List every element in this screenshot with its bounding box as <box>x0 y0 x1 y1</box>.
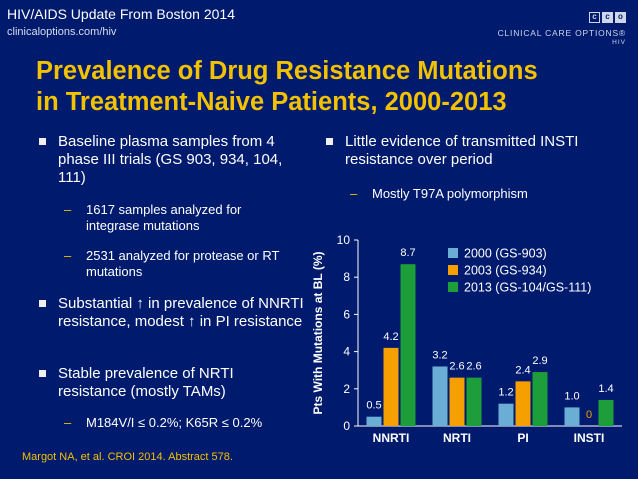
sub-bullet-t97a: – Mostly T97A polymorphism <box>350 186 612 202</box>
legend-swatch <box>448 248 458 258</box>
bullet-text: Baseline plasma samples from 4 phase III… <box>58 133 283 186</box>
bar-nrti-series-1 <box>432 366 448 426</box>
clinical-care-options-logo: c c o CLINICAL CARE OPTIONS® HIV <box>476 6 626 46</box>
data-label: 3.2 <box>432 349 447 361</box>
bar-nrti-series-3 <box>466 377 482 426</box>
bar-insti-series-3 <box>598 399 614 426</box>
bar-insti-series-1 <box>564 407 580 426</box>
x-category-label: NRTI <box>443 431 471 445</box>
data-label: 1.4 <box>598 383 613 395</box>
y-tick-label: 8 <box>343 270 350 284</box>
data-label: 2.6 <box>466 361 481 373</box>
legend-label: 2000 (GS-903) <box>464 247 547 261</box>
bullet-square-icon <box>39 300 46 307</box>
bar-nnrti-series-2 <box>383 347 399 426</box>
sub-bullet-integrase: – 1617 samples analyzed for integrase mu… <box>64 202 286 234</box>
reference-citation: Margot NA, et al. CROI 2014. Abstract 57… <box>22 451 233 463</box>
bullet-text: Little evidence of transmitted INSTI res… <box>345 133 579 168</box>
header-bar: HIV/AIDS Update From Boston 2014 clinica… <box>0 0 638 46</box>
sub-bullet-text: 2531 analyzed for protease or RT mutatio… <box>86 248 280 279</box>
y-tick-label: 10 <box>337 233 351 247</box>
slide-title-line2: in Treatment-Naive Patients, 2000-2013 <box>36 88 507 116</box>
logo-box-2: c <box>602 12 613 23</box>
legend-swatch <box>448 282 458 292</box>
dash-icon: – <box>64 415 72 430</box>
data-label: 4.2 <box>383 331 398 343</box>
bullet-square-icon <box>326 138 333 145</box>
bar-pi-series-2 <box>515 381 531 426</box>
data-label: 0 <box>586 409 592 421</box>
x-category-label: PI <box>517 431 528 445</box>
logo-sub: HIV <box>612 39 626 46</box>
legend-label: 2003 (GS-934) <box>464 264 547 278</box>
logo-boxes: c c o <box>589 12 626 23</box>
bar-pi-series-3 <box>532 372 548 426</box>
y-tick-label: 2 <box>343 382 350 396</box>
bullet-text: Stable prevalence of NRTI resistance (mo… <box>58 365 234 400</box>
y-tick-label: 0 <box>343 419 350 433</box>
data-label: 2.4 <box>515 364 530 376</box>
data-label: 1.2 <box>498 387 513 399</box>
bullet-insti-evidence: Little evidence of transmitted INSTI res… <box>326 133 625 169</box>
bar-nrti-series-2 <box>449 377 465 426</box>
bullet-square-icon <box>39 138 46 145</box>
sub-bullet-text: M184V/I ≤ 0.2%; K65R ≤ 0.2% <box>86 415 263 430</box>
y-tick-label: 6 <box>343 307 350 321</box>
logo-box-1: c <box>589 12 600 23</box>
slide-title-line1: Prevalence of Drug Resistance Mutations <box>36 57 538 85</box>
dash-icon: – <box>64 202 72 217</box>
data-label: 2.9 <box>532 355 547 367</box>
header-url[interactable]: clinicaloptions.com/hiv <box>7 26 117 38</box>
sub-bullet-protease-rt: – 2531 analyzed for protease or RT mutat… <box>64 248 286 280</box>
sub-bullet-m184v: – M184V/I ≤ 0.2%; K65R ≤ 0.2% <box>64 415 316 431</box>
sub-bullet-text: Mostly T97A polymorphism <box>372 186 528 201</box>
data-label: 0.5 <box>366 400 381 412</box>
bullet-nnrti-increase: Substantial ↑ in prevalence of NNRTI res… <box>39 295 308 331</box>
bar-pi-series-1 <box>498 403 514 426</box>
data-label: 1.0 <box>564 390 579 402</box>
slide-title: Prevalence of Drug Resistance Mutations … <box>36 56 626 118</box>
dash-icon: – <box>350 186 358 201</box>
bullet-baseline-samples: Baseline plasma samples from 4 phase III… <box>39 133 298 187</box>
logo-name: CLINICAL CARE OPTIONS® <box>497 28 626 38</box>
header-title: HIV/AIDS Update From Boston 2014 <box>7 6 235 22</box>
y-axis-label: Pts With Mutations at BL (%) <box>311 252 325 415</box>
bullet-square-icon <box>39 370 46 377</box>
sub-bullet-text: 1617 samples analyzed for integrase muta… <box>86 202 242 233</box>
data-label: 2.6 <box>449 361 464 373</box>
bullet-text: Substantial ↑ in prevalence of NNRTI res… <box>58 295 304 330</box>
bar-nnrti-series-3 <box>400 264 416 426</box>
bullet-nrti-stable: Stable prevalence of NRTI resistance (mo… <box>39 365 288 401</box>
x-category-label: INSTI <box>574 431 605 445</box>
dash-icon: – <box>64 248 72 263</box>
y-tick-label: 4 <box>343 345 350 359</box>
legend-label: 2013 (GS-104/GS-111) <box>464 281 591 295</box>
bar-nnrti-series-1 <box>366 416 382 426</box>
data-label: 8.7 <box>400 247 415 259</box>
legend-swatch <box>448 265 458 275</box>
x-category-label: NNRTI <box>373 431 410 445</box>
chart-legend: 2000 (GS-903) 2003 (GS-934) 2013 (GS-104/G… <box>448 247 591 295</box>
logo-box-3: o <box>615 12 626 23</box>
